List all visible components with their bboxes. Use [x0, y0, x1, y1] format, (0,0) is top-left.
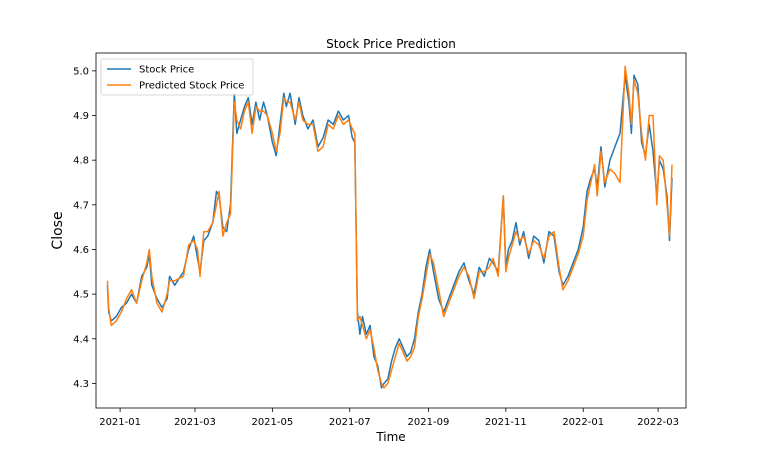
x-axis-ticks: 2021-01 2021-03 2021-05 2021-07 2021-09 2021-…	[99, 408, 679, 428]
x-tick-label: 2021-09	[408, 417, 450, 428]
y-tick-label: 4.3	[73, 379, 89, 390]
x-tick-label: 2021-01	[99, 417, 141, 428]
x-tick-label: 2022-03	[637, 417, 679, 428]
series-lines	[106, 65, 673, 389]
y-tick-label: 4.5	[73, 290, 89, 301]
y-axis-label: Close	[50, 211, 66, 249]
series-line-stock-price	[106, 74, 673, 389]
y-tick-label: 5.0	[73, 66, 89, 77]
plot-area	[96, 53, 686, 408]
x-tick-label: 2021-03	[174, 417, 216, 428]
series-line-predicted-stock-price	[106, 65, 673, 389]
y-axis-ticks: 4.3 4.4 4.5 4.6 4.7 4.8 4.9 5.0	[73, 66, 96, 390]
x-tick-label: 2021-07	[329, 417, 371, 428]
legend-box	[100, 58, 254, 96]
y-tick-label: 4.6	[73, 245, 89, 256]
y-tick-label: 4.7	[73, 200, 89, 211]
legend: Stock Price Predicted Stock Price	[100, 58, 254, 96]
x-tick-label: 2021-11	[485, 417, 527, 428]
y-tick-label: 4.4	[73, 334, 89, 345]
y-tick-label: 4.9	[73, 111, 89, 122]
plot-frame	[95, 52, 687, 409]
x-tick-label: 2022-01	[562, 417, 604, 428]
legend-label: Stock Price	[139, 65, 194, 76]
chart-title: Stock Price Prediction	[326, 37, 456, 51]
x-axis-label: Time	[375, 430, 405, 444]
legend-label: Predicted Stock Price	[139, 81, 244, 92]
x-tick-label: 2021-05	[251, 417, 293, 428]
y-tick-label: 4.8	[73, 156, 89, 167]
